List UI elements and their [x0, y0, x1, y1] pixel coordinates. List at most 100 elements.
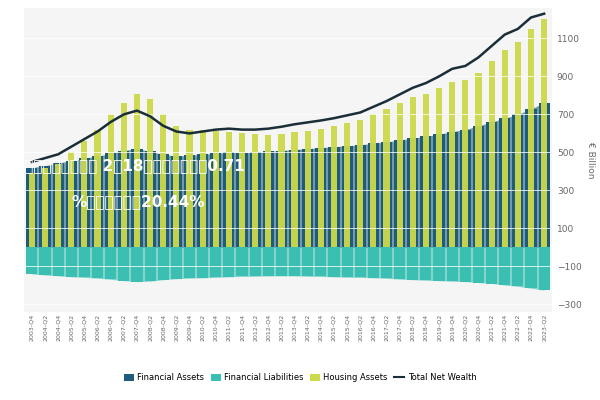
Bar: [68, 152, 74, 247]
Bar: [328, 247, 340, 277]
Bar: [158, 154, 169, 247]
Text: 股票配资是怎么收费的 2月18日嘉泽转债下跌0.71: 股票配资是怎么收费的 2月18日嘉泽转债下跌0.71: [5, 158, 244, 173]
Bar: [410, 97, 416, 247]
Bar: [223, 152, 235, 247]
Bar: [526, 109, 536, 247]
Bar: [200, 130, 206, 247]
Bar: [252, 134, 258, 247]
Bar: [278, 134, 284, 247]
Bar: [250, 152, 261, 247]
Bar: [305, 130, 311, 247]
Bar: [118, 150, 130, 247]
Bar: [302, 247, 313, 276]
Bar: [79, 247, 90, 278]
Bar: [539, 103, 550, 247]
Bar: [515, 42, 521, 247]
Bar: [160, 114, 166, 247]
Bar: [421, 247, 431, 280]
Bar: [187, 130, 193, 247]
Bar: [210, 153, 221, 247]
Bar: [40, 166, 50, 247]
Bar: [436, 88, 442, 247]
Bar: [368, 247, 379, 278]
Bar: [26, 247, 37, 274]
Bar: [355, 247, 366, 278]
Bar: [121, 103, 127, 247]
Bar: [341, 146, 353, 247]
Bar: [328, 147, 340, 247]
Bar: [486, 122, 497, 247]
Bar: [26, 168, 37, 247]
Bar: [92, 156, 103, 247]
Bar: [131, 149, 143, 247]
Bar: [184, 155, 195, 247]
Bar: [433, 247, 445, 281]
Bar: [381, 247, 392, 278]
Bar: [184, 247, 195, 278]
Bar: [94, 130, 101, 247]
Bar: [197, 247, 208, 278]
Y-axis label: € Billion: € Billion: [587, 142, 595, 178]
Bar: [145, 152, 155, 247]
Bar: [499, 118, 510, 247]
Bar: [118, 247, 130, 281]
Text: %，转股溢价率20.44%: %，转股溢价率20.44%: [72, 194, 205, 210]
Bar: [173, 126, 179, 247]
Bar: [239, 133, 245, 247]
Bar: [318, 129, 324, 247]
Bar: [446, 132, 458, 247]
Bar: [394, 140, 405, 247]
Bar: [512, 247, 523, 286]
Bar: [131, 247, 143, 282]
Bar: [171, 156, 182, 247]
Bar: [197, 154, 208, 247]
Bar: [223, 247, 235, 277]
Bar: [250, 247, 261, 276]
Bar: [394, 247, 405, 279]
Bar: [276, 150, 287, 247]
Bar: [29, 173, 35, 247]
Bar: [105, 247, 116, 279]
Bar: [486, 247, 497, 284]
Bar: [460, 247, 471, 282]
Bar: [315, 148, 326, 247]
Bar: [265, 135, 271, 247]
Bar: [397, 103, 403, 247]
Bar: [289, 150, 300, 247]
Bar: [289, 247, 300, 276]
Bar: [292, 132, 298, 247]
Bar: [276, 247, 287, 276]
Bar: [423, 94, 429, 247]
Bar: [357, 120, 364, 247]
Bar: [302, 149, 313, 247]
Bar: [383, 109, 389, 247]
Bar: [82, 141, 88, 247]
Bar: [381, 142, 392, 247]
Bar: [212, 130, 219, 247]
Bar: [449, 82, 455, 247]
Bar: [341, 247, 353, 277]
Bar: [462, 80, 469, 247]
Bar: [236, 153, 248, 247]
Bar: [66, 161, 77, 247]
Bar: [147, 99, 153, 247]
Bar: [53, 163, 64, 247]
Bar: [488, 61, 494, 247]
Bar: [475, 73, 482, 247]
Bar: [66, 247, 77, 277]
Bar: [158, 247, 169, 280]
Bar: [460, 130, 471, 247]
Bar: [226, 132, 232, 247]
Bar: [344, 123, 350, 247]
Bar: [512, 114, 523, 247]
Bar: [526, 247, 536, 288]
Bar: [210, 247, 221, 278]
Bar: [499, 247, 510, 285]
Bar: [263, 152, 274, 247]
Bar: [473, 126, 484, 247]
Bar: [355, 145, 366, 247]
Bar: [53, 247, 64, 276]
Bar: [446, 247, 458, 281]
Bar: [171, 247, 182, 279]
Bar: [407, 138, 418, 247]
